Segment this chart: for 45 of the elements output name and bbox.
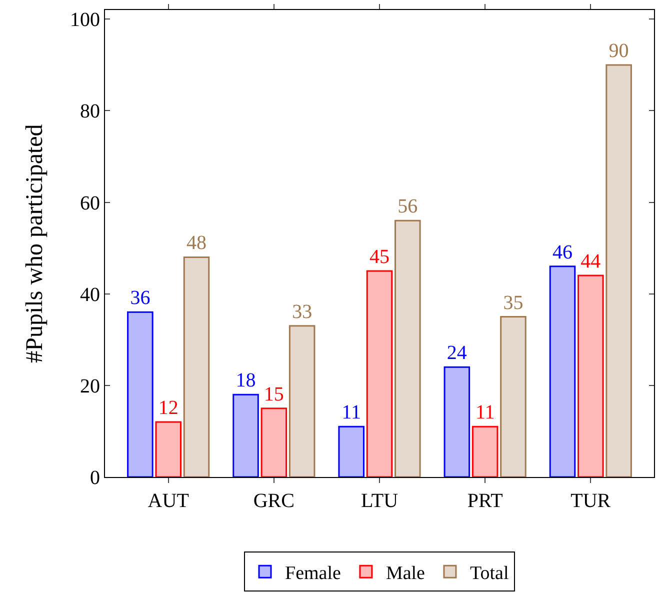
bar: [366, 270, 393, 477]
y-tick-label: 40: [80, 284, 100, 306]
x-tick-label: GRC: [253, 490, 294, 512]
bar: [183, 256, 210, 477]
y-tick-label: 80: [80, 100, 100, 123]
data-label: 48: [186, 232, 206, 254]
y-tick-label: 0: [90, 467, 100, 489]
bar: [288, 325, 316, 477]
data-label: 44: [580, 250, 601, 273]
x-tick-label: AUT: [148, 490, 189, 512]
bar: [394, 220, 421, 477]
bar: [606, 64, 632, 477]
data-label: 11: [342, 402, 361, 424]
data-label: 24: [446, 342, 467, 364]
legend-label: Female: [285, 562, 341, 584]
x-tick-label: LTU: [360, 490, 399, 512]
data-label: 33: [292, 300, 312, 323]
bar: [472, 426, 498, 477]
x-tick-label: PRT: [467, 490, 503, 512]
legend-label: Male: [386, 562, 425, 584]
data-label: 56: [398, 196, 418, 218]
data-label: 35: [503, 292, 524, 314]
legend-label: Total: [470, 562, 509, 584]
data-label: 46: [552, 241, 572, 264]
y-tick-label: 20: [80, 375, 100, 398]
y-tick-label: 100: [70, 9, 100, 32]
x-tick-label: TUR: [570, 490, 612, 512]
data-label: 36: [130, 287, 150, 310]
data-label: 15: [264, 383, 284, 406]
bar: [338, 426, 364, 477]
y-axis-title: #Pupils who participated: [22, 124, 48, 363]
bar: [260, 408, 288, 477]
bar: [549, 266, 576, 477]
data-label: 45: [370, 246, 390, 268]
bar: [500, 316, 526, 477]
bar: [155, 421, 182, 477]
data-label: 90: [608, 40, 629, 62]
bar: [232, 394, 259, 477]
data-label: 12: [158, 397, 178, 420]
bar: [127, 311, 154, 477]
data-label: 11: [475, 402, 495, 424]
bar: [578, 274, 604, 477]
data-label: 18: [236, 370, 256, 392]
bar: [444, 366, 470, 477]
y-tick-label: 60: [80, 192, 100, 214]
